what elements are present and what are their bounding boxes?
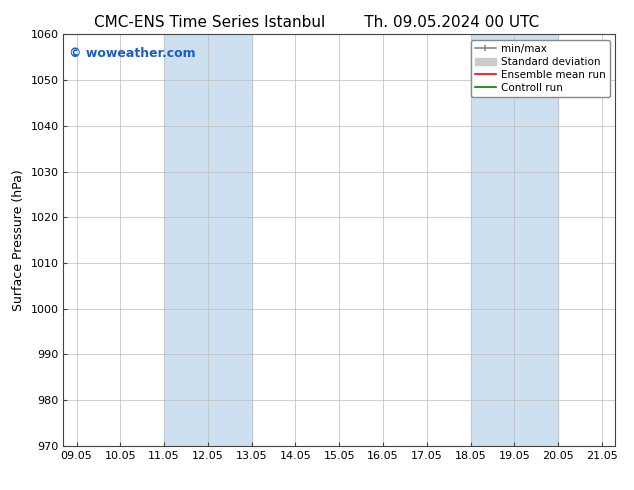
Text: CMC-ENS Time Series Istanbul        Th. 09.05.2024 00 UTC: CMC-ENS Time Series Istanbul Th. 09.05.2… (94, 15, 540, 30)
Bar (470, 34, 558, 446)
Legend: min/max, Standard deviation, Ensemble mean run, Controll run: min/max, Standard deviation, Ensemble me… (470, 40, 610, 97)
Y-axis label: Surface Pressure (hPa): Surface Pressure (hPa) (12, 169, 25, 311)
Bar (164, 34, 252, 446)
Text: © woweather.com: © woweather.com (69, 47, 195, 60)
